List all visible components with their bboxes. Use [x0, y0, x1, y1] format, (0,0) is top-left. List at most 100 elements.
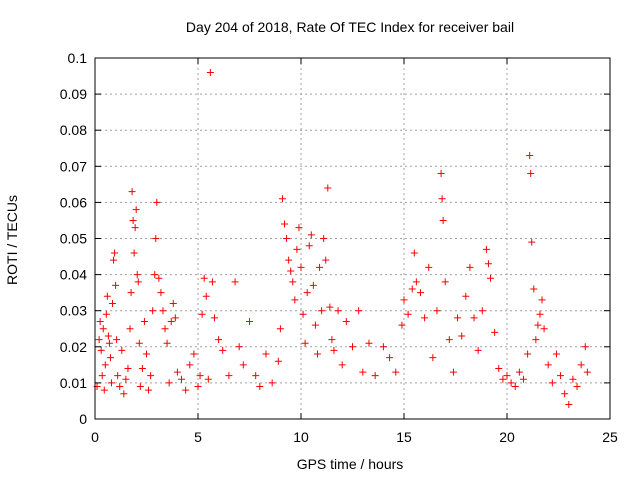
data-point	[159, 307, 167, 315]
data-point	[281, 220, 289, 228]
data-point	[544, 361, 552, 369]
data-point	[235, 343, 243, 351]
data-point	[131, 224, 139, 232]
data-point	[425, 263, 433, 271]
data-point	[536, 310, 544, 318]
data-point	[163, 339, 171, 347]
y-tick-label: 0.02	[60, 339, 87, 355]
data-point	[178, 375, 186, 383]
data-point	[349, 343, 356, 351]
data-point	[194, 383, 202, 391]
data-point	[291, 296, 299, 304]
data-point	[449, 368, 457, 376]
data-point	[196, 372, 204, 380]
data-point	[96, 318, 104, 326]
data-point	[120, 390, 128, 398]
data-point	[311, 321, 319, 329]
data-point	[295, 224, 303, 232]
data-point	[487, 274, 495, 282]
data-point	[429, 354, 437, 362]
data-point	[268, 379, 276, 387]
data-point	[301, 339, 309, 347]
data-point	[107, 379, 115, 387]
data-point	[371, 372, 379, 380]
y-tick-label: 0.07	[60, 158, 87, 174]
data-point	[133, 271, 141, 279]
data-point	[278, 195, 286, 203]
data-point	[239, 361, 247, 369]
data-point	[285, 256, 293, 264]
data-point	[113, 336, 121, 344]
data-point	[138, 364, 146, 372]
data-point	[519, 375, 527, 383]
data-point	[398, 321, 406, 329]
data-point	[127, 289, 135, 297]
data-point	[515, 368, 523, 376]
data-point	[530, 285, 538, 293]
data-point	[359, 368, 367, 376]
data-point	[581, 343, 589, 351]
data-point	[527, 170, 535, 178]
data-point	[316, 263, 324, 271]
data-point	[204, 375, 212, 383]
data-point	[583, 368, 591, 376]
data-point	[342, 318, 350, 326]
data-point	[404, 310, 412, 318]
data-point	[198, 310, 206, 318]
data-point	[445, 336, 453, 344]
data-point	[98, 372, 106, 380]
data-point	[190, 350, 198, 358]
data-point	[140, 318, 148, 326]
data-point	[495, 364, 503, 372]
data-point	[169, 299, 177, 307]
data-point	[309, 281, 317, 289]
data-point	[458, 332, 466, 340]
y-tick-label: 0.01	[60, 375, 87, 391]
data-point	[462, 292, 470, 300]
data-point	[565, 401, 573, 409]
y-axis-label: ROTI / TECUs	[4, 195, 20, 285]
y-tick-label: 0	[79, 411, 87, 427]
data-point	[438, 195, 446, 203]
data-point	[252, 372, 260, 380]
data-point	[307, 231, 315, 239]
data-point	[324, 184, 332, 192]
x-tick-label: 0	[91, 429, 99, 445]
data-point	[330, 346, 338, 354]
data-point	[256, 383, 264, 391]
data-point	[200, 274, 208, 282]
data-point	[386, 354, 394, 362]
data-point	[437, 170, 445, 178]
data-point	[297, 263, 305, 271]
data-point	[538, 296, 546, 304]
y-tick-label: 0.09	[60, 86, 87, 102]
data-point	[206, 68, 214, 76]
data-point	[112, 281, 120, 289]
data-point	[466, 263, 474, 271]
data-point	[408, 285, 416, 293]
data-point	[474, 346, 482, 354]
data-point	[561, 390, 569, 398]
data-point	[421, 314, 429, 322]
data-point	[129, 216, 137, 224]
data-point	[334, 307, 342, 315]
data-point	[540, 325, 548, 333]
data-point	[202, 292, 210, 300]
data-point	[499, 375, 507, 383]
data-point	[303, 289, 311, 297]
data-point	[416, 289, 424, 297]
data-point	[182, 386, 190, 394]
data-point	[173, 368, 181, 376]
data-point	[548, 379, 556, 387]
data-point	[400, 296, 408, 304]
data-point	[95, 336, 103, 344]
x-tick-labels: 0 5 10 15 20 25	[91, 429, 618, 445]
data-point	[171, 314, 179, 322]
y-tick-label: 0.08	[60, 122, 87, 138]
data-point	[161, 325, 169, 333]
data-point	[557, 372, 565, 380]
data-point	[109, 299, 117, 307]
data-point	[210, 314, 218, 322]
data-point	[320, 235, 328, 242]
